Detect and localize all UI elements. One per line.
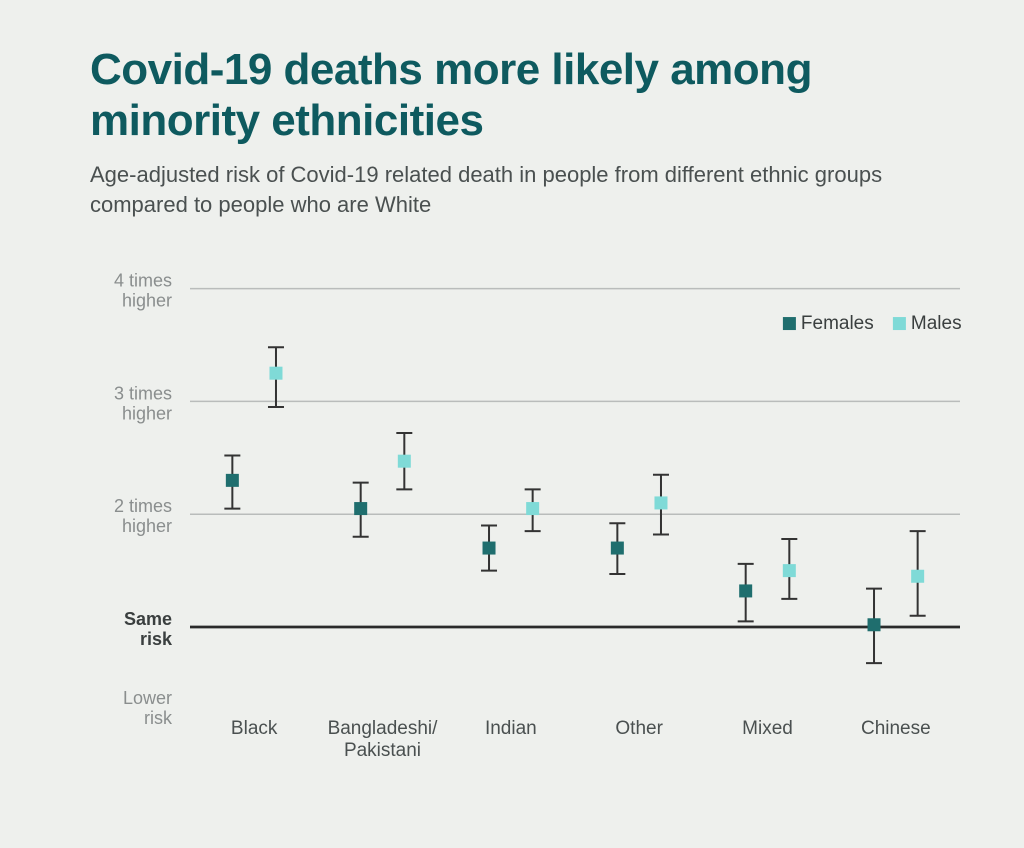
x-tick-label: Mixed [742, 718, 793, 739]
legend-swatch [893, 317, 906, 330]
data-marker [611, 541, 624, 554]
y-tick-label: Lower [123, 688, 172, 708]
y-tick-label: 2 times [114, 496, 172, 516]
data-marker [483, 541, 496, 554]
y-tick-label: Same [124, 609, 172, 629]
data-marker [654, 496, 667, 509]
chart-svg: 4 timeshigher3 timeshigher2 timeshigherS… [80, 256, 980, 776]
x-tick-label: Black [231, 718, 278, 739]
data-marker [398, 454, 411, 467]
chart-subtitle: Age-adjusted risk of Covid-19 related de… [90, 160, 964, 219]
x-tick-label: Indian [485, 718, 537, 739]
chart-title: Covid-19 deaths more likely among minori… [90, 45, 964, 146]
legend-swatch [783, 317, 796, 330]
y-tick-label: higher [122, 290, 172, 310]
legend-label: Males [911, 313, 962, 334]
x-tick-label: Bangladeshi/ [328, 718, 439, 739]
data-marker [739, 584, 752, 597]
chart-container: Covid-19 deaths more likely among minori… [0, 0, 1024, 848]
data-marker [868, 618, 881, 631]
data-marker [526, 502, 539, 515]
y-tick-label: 4 times [114, 270, 172, 290]
y-tick-label: higher [122, 403, 172, 423]
legend-label: Females [801, 313, 874, 334]
data-marker [911, 569, 924, 582]
chart-plot-area: 4 timeshigher3 timeshigher2 timeshigherS… [80, 256, 964, 776]
y-tick-label: risk [144, 708, 173, 728]
data-marker [269, 366, 282, 379]
y-tick-label: risk [140, 629, 173, 649]
x-tick-label: Chinese [861, 718, 931, 739]
x-tick-label: Other [615, 718, 663, 739]
data-marker [226, 473, 239, 486]
y-tick-label: higher [122, 516, 172, 536]
y-tick-label: 3 times [114, 383, 172, 403]
data-marker [354, 502, 367, 515]
data-marker [783, 564, 796, 577]
x-tick-label: Pakistani [344, 740, 421, 761]
